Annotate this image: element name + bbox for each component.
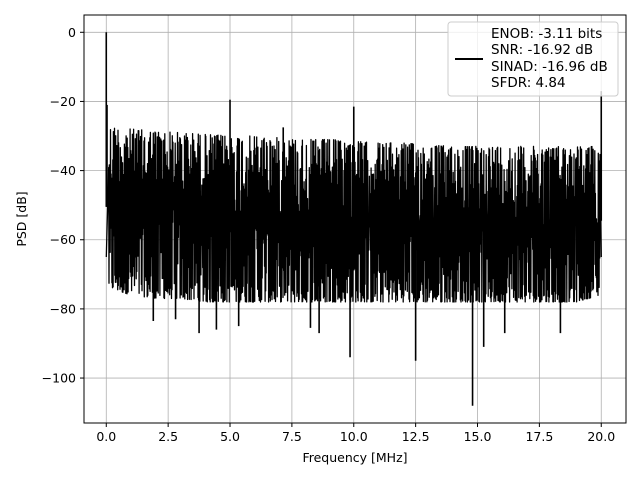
y-tick-label: −20 xyxy=(50,94,76,109)
legend-sinad: SINAD: -16.96 dB xyxy=(491,59,608,75)
x-tick-label: 15.0 xyxy=(464,429,492,444)
plot-frame xyxy=(83,14,627,424)
legend-snr: SNR: -16.92 dB xyxy=(491,42,593,58)
x-tick-label: 7.5 xyxy=(282,429,302,444)
x-tick-label: 5.0 xyxy=(220,429,240,444)
y-tick-label: 0 xyxy=(68,25,76,40)
psd-series xyxy=(105,32,603,406)
x-tick-label: 17.5 xyxy=(525,429,553,444)
legend: ENOB: -3.11 bits SNR: -16.92 dB SINAD: -… xyxy=(447,21,619,97)
x-axis-ticks: 0.0 2.5 5.0 7.5 10.0 12.5 15.0 17.5 20.0 xyxy=(96,423,615,444)
y-tick-label: −100 xyxy=(42,371,76,386)
x-tick-label: 2.5 xyxy=(158,429,178,444)
y-tick-label: −60 xyxy=(50,232,76,247)
y-tick-label: −40 xyxy=(50,163,76,178)
x-tick-label: 10.0 xyxy=(340,429,368,444)
legend-enob: ENOB: -3.11 bits xyxy=(491,26,602,42)
x-tick-label: 20.0 xyxy=(587,429,615,444)
x-tick-label: 12.5 xyxy=(402,429,430,444)
legend-sfdr: SFDR: 4.84 xyxy=(491,75,566,91)
y-axis-ticks: 0 −20 −40 −60 −80 −100 xyxy=(42,25,84,386)
y-axis-label: PSD [dB] xyxy=(14,191,29,246)
x-axis-label: Frequency [MHz] xyxy=(302,450,407,465)
y-tick-label: −80 xyxy=(50,301,76,316)
legend-box xyxy=(447,21,619,97)
x-tick-label: 0.0 xyxy=(96,429,116,444)
